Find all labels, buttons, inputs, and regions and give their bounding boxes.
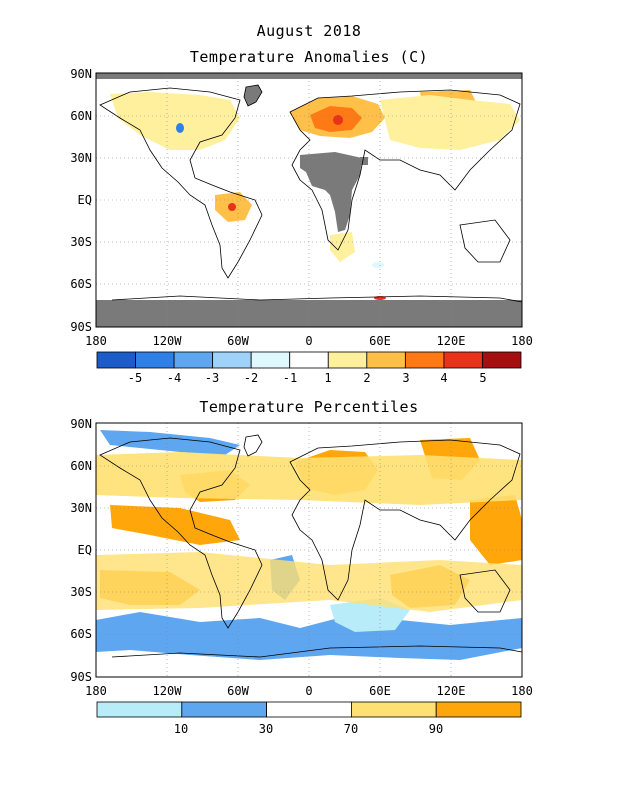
colorbar-swatch: [212, 351, 252, 369]
colorbar-label: 5: [479, 371, 486, 385]
anomaly-lat-labels: 90N 60N 30N EQ 30S 60S 90S: [70, 67, 92, 334]
lon-label: 180: [85, 334, 107, 348]
colorbar-swatch: [404, 351, 445, 369]
colorbar-swatch: [173, 351, 214, 369]
percentile-map-frame: [95, 422, 523, 678]
percentile-west-pacific-high: [470, 495, 522, 565]
anomaly-pacific-cold: [372, 262, 384, 268]
colorbar-swatch: [350, 701, 437, 718]
anomaly-amazon-max: [228, 203, 236, 211]
colorbar-swatch: [96, 701, 183, 718]
colorbar-label: -5: [128, 371, 142, 385]
colorbar-label: 4: [440, 371, 447, 385]
percentile-fields: [96, 430, 522, 660]
anomaly-colorbar: [96, 351, 522, 369]
lat-label: 90S: [70, 320, 92, 334]
percentile-lat-labels: 90N 60N 30N EQ 30S 60S 90S: [70, 417, 92, 684]
colorbar-label: -4: [167, 371, 181, 385]
lat-label: 90S: [70, 670, 92, 684]
percentile-map-title: Temperature Percentiles: [199, 398, 419, 416]
lon-label: 60E: [369, 334, 391, 348]
colorbar-label: 90: [429, 722, 443, 736]
missing-africa: [300, 152, 362, 232]
lat-label: 30N: [70, 501, 92, 515]
colorbar-swatch: [327, 351, 368, 369]
colorbar-label: 2: [363, 371, 370, 385]
lon-label: 60W: [227, 684, 249, 698]
lon-label: 60W: [227, 334, 249, 348]
lon-label: 180: [511, 684, 533, 698]
anomaly-map: 90N 60N 30N EQ 30S 60S 90S 180 120W 60W …: [70, 67, 533, 348]
anomaly-colorbar-labels: -5 -4 -3 -2 -1 1 2 3 4 5: [128, 371, 487, 385]
missing-arctic-band: [96, 73, 522, 79]
lat-label: 60N: [70, 459, 92, 473]
colorbar-swatch: [443, 351, 483, 369]
lat-label: EQ: [78, 193, 92, 207]
percentile-colorbar-labels: 10 30 70 90: [174, 722, 443, 736]
lon-label: 0: [305, 684, 312, 698]
colorbar-swatch: [289, 351, 329, 369]
lon-label: 180: [511, 334, 533, 348]
colorbar-label: -3: [205, 371, 219, 385]
lat-label: 30N: [70, 151, 92, 165]
lat-label: EQ: [78, 543, 92, 557]
anomaly-gridlines: [96, 73, 522, 327]
percentile-tropical-atlantic-high: [110, 505, 240, 545]
lon-label: 180: [85, 684, 107, 698]
colorbar-swatch: [482, 351, 522, 369]
lat-label: 30S: [70, 235, 92, 249]
colorbar-swatch: [435, 701, 522, 718]
lon-label: 60E: [369, 684, 391, 698]
lon-label: 120W: [153, 684, 183, 698]
percentile-colorbar: [96, 701, 522, 718]
colorbar-label: 30: [259, 722, 273, 736]
colorbar-swatch: [135, 351, 175, 369]
lat-label: 60S: [70, 627, 92, 641]
lon-label: 0: [305, 334, 312, 348]
lon-label: 120E: [437, 334, 466, 348]
anomaly-coastlines: [99, 84, 522, 303]
percentile-north-band-yellow: [96, 452, 522, 505]
anomaly-lon-labels: 180 120W 60W 0 60E 120E 180: [85, 334, 533, 348]
missing-china: [360, 157, 368, 165]
colorbar-swatch: [96, 351, 136, 369]
percentile-gridlines: [96, 423, 522, 677]
colorbar-swatch: [250, 351, 291, 369]
percentile-north-pacific-low: [100, 430, 240, 455]
colorbar-label: 3: [402, 371, 409, 385]
colorbar-label: -2: [244, 371, 258, 385]
percentile-south-band-yellow: [96, 552, 522, 612]
colorbar-label: -1: [283, 371, 297, 385]
lon-label: 120E: [437, 684, 466, 698]
missing-greenland: [244, 85, 262, 106]
lon-label: 120W: [153, 334, 183, 348]
colorbar-swatch: [181, 701, 268, 718]
colorbar-label: 1: [324, 371, 331, 385]
lat-label: 60S: [70, 277, 92, 291]
lat-label: 90N: [70, 417, 92, 431]
lat-label: 30S: [70, 585, 92, 599]
anomaly-south-africa-warm: [330, 232, 355, 262]
lat-label: 90N: [70, 67, 92, 81]
anomaly-map-title: Temperature Anomalies (C): [189, 48, 429, 66]
anomaly-europe-max: [333, 115, 343, 125]
anomaly-map-frame: [95, 72, 523, 328]
percentile-lon-labels: 180 120W 60W 0 60E 120E 180: [85, 684, 533, 698]
colorbar-swatch: [266, 701, 352, 718]
anomaly-hudson-cold: [176, 123, 184, 133]
percentile-map: 90N 60N 30N EQ 30S 60S 90S 180 120W 60W …: [70, 417, 533, 698]
anomaly-asia-yellow: [380, 95, 520, 150]
page-title: August 2018: [256, 22, 362, 40]
colorbar-swatch: [366, 351, 406, 369]
colorbar-label: 10: [174, 722, 188, 736]
percentile-coastlines: [99, 434, 522, 658]
lat-label: 60N: [70, 109, 92, 123]
colorbar-label: 70: [344, 722, 358, 736]
